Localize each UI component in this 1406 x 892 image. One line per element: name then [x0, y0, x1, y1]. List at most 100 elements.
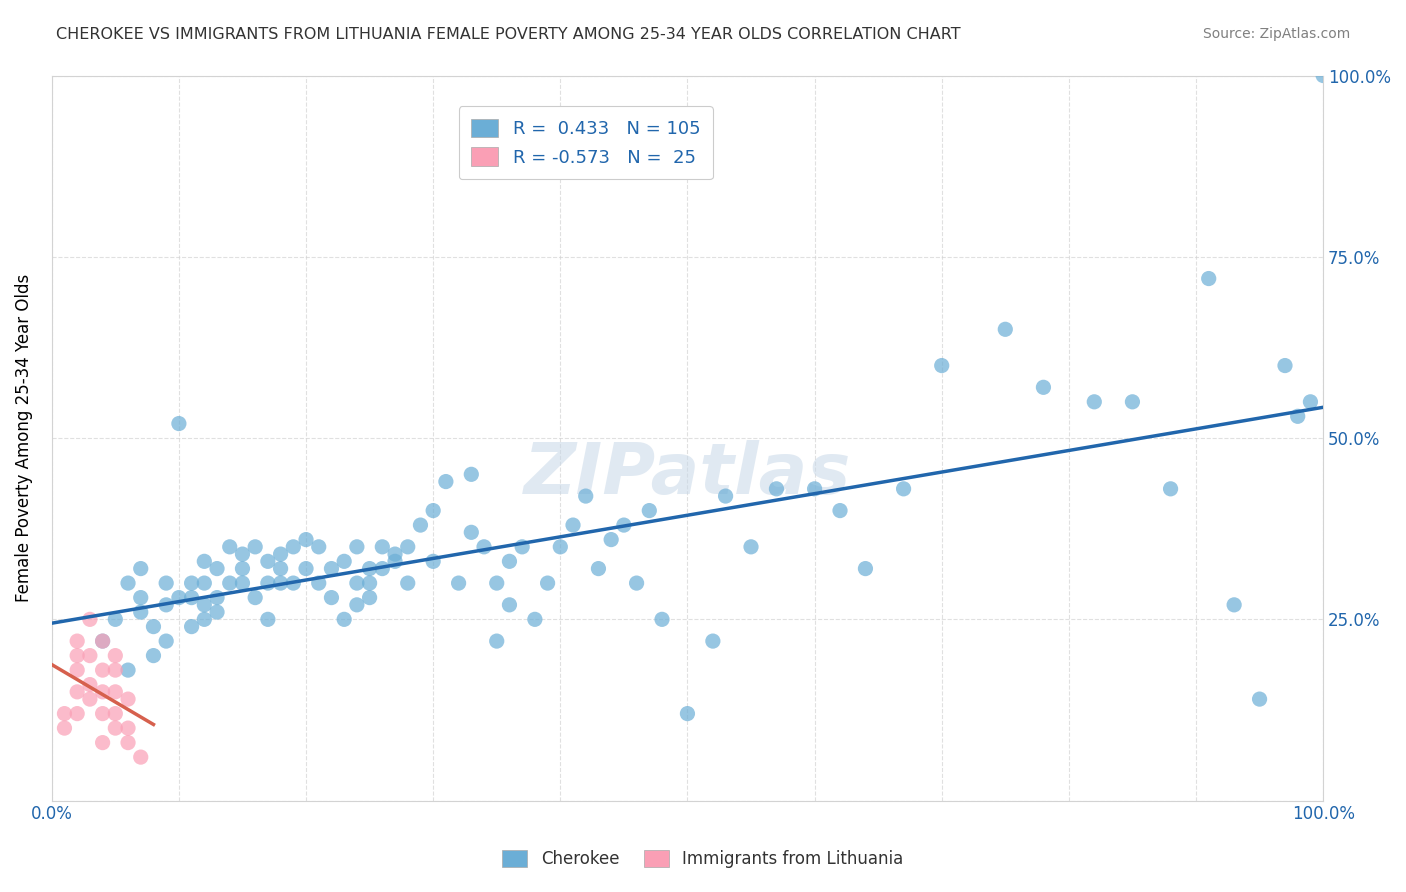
Point [193, 576, 215, 591]
Point [893, 482, 915, 496]
Point [104, 612, 127, 626]
Point [295, 561, 318, 575]
Point [371, 561, 394, 575]
Point [79, 648, 101, 663]
Point [828, 503, 851, 517]
Point [243, 591, 266, 605]
Point [104, 706, 127, 721]
Point [155, 598, 177, 612]
Point [104, 648, 127, 663]
Point [129, 605, 152, 619]
Legend: Cherokee, Immigrants from Lithuania: Cherokee, Immigrants from Lithuania [496, 843, 910, 875]
Point [257, 554, 280, 568]
Point [91, 634, 114, 648]
Point [193, 598, 215, 612]
Point [651, 612, 673, 626]
Point [1032, 380, 1054, 394]
Point [167, 417, 190, 431]
Point [180, 576, 202, 591]
Point [714, 489, 737, 503]
Point [129, 561, 152, 575]
Point [257, 612, 280, 626]
Point [346, 598, 368, 612]
Point [931, 359, 953, 373]
Point [129, 750, 152, 764]
Point [510, 540, 533, 554]
Point [371, 540, 394, 554]
Point [765, 482, 787, 496]
Point [1083, 394, 1105, 409]
Point [384, 554, 406, 568]
Point [117, 576, 139, 591]
Point [1198, 271, 1220, 285]
Point [243, 540, 266, 554]
Point [359, 561, 381, 575]
Point [79, 612, 101, 626]
Point [167, 591, 190, 605]
Point [66, 663, 89, 677]
Point [53, 721, 76, 735]
Point [295, 533, 318, 547]
Point [283, 576, 305, 591]
Point [91, 663, 114, 677]
Point [498, 598, 520, 612]
Point [485, 576, 508, 591]
Point [231, 576, 253, 591]
Point [434, 475, 457, 489]
Point [117, 692, 139, 706]
Legend: R =  0.433   N = 105, R = -0.573   N =  25: R = 0.433 N = 105, R = -0.573 N = 25 [458, 106, 713, 179]
Point [588, 561, 610, 575]
Point [104, 721, 127, 735]
Point [180, 619, 202, 633]
Point [422, 554, 444, 568]
Point [359, 576, 381, 591]
Point [346, 540, 368, 554]
Point [91, 685, 114, 699]
Point [447, 576, 470, 591]
Point [855, 561, 877, 575]
Point [333, 612, 356, 626]
Point [994, 322, 1017, 336]
Point [460, 525, 482, 540]
Point [600, 533, 623, 547]
Point [422, 503, 444, 517]
Point [117, 736, 139, 750]
Text: ZIPatlas: ZIPatlas [524, 440, 851, 508]
Point [142, 648, 165, 663]
Point [1121, 394, 1143, 409]
Point [523, 612, 546, 626]
Point [1286, 409, 1309, 424]
Point [485, 634, 508, 648]
Point [460, 467, 482, 482]
Point [409, 518, 432, 533]
Point [562, 518, 585, 533]
Point [536, 576, 558, 591]
Point [142, 619, 165, 633]
Point [359, 591, 381, 605]
Point [218, 540, 240, 554]
Point [346, 576, 368, 591]
Point [218, 576, 240, 591]
Point [91, 736, 114, 750]
Point [129, 591, 152, 605]
Point [104, 663, 127, 677]
Point [472, 540, 495, 554]
Point [803, 482, 825, 496]
Point [321, 561, 343, 575]
Point [104, 685, 127, 699]
Point [1223, 598, 1246, 612]
Point [270, 576, 292, 591]
Point [155, 634, 177, 648]
Point [613, 518, 636, 533]
Point [1299, 394, 1322, 409]
Point [626, 576, 648, 591]
Point [66, 648, 89, 663]
Point [270, 561, 292, 575]
Point [205, 561, 228, 575]
Point [117, 663, 139, 677]
Point [205, 591, 228, 605]
Point [1274, 359, 1296, 373]
Point [384, 547, 406, 561]
Y-axis label: Female Poverty Among 25-34 Year Olds: Female Poverty Among 25-34 Year Olds [15, 274, 32, 602]
Point [155, 576, 177, 591]
